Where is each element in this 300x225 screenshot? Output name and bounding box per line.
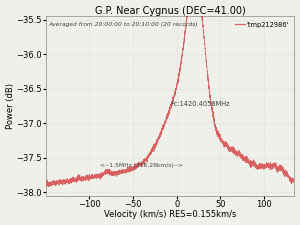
Y-axis label: Power (dB): Power (dB) xyxy=(6,83,15,129)
Legend: 'tmp212986': 'tmp212986' xyxy=(233,20,291,30)
X-axis label: Velocity (km/s) RES=0.155km/s: Velocity (km/s) RES=0.155km/s xyxy=(104,210,236,219)
Text: Averaged from 20:00:00 to 20:10:00 (20 records): Averaged from 20:00:00 to 20:10:00 (20 r… xyxy=(48,22,198,27)
Text: <--1.5MHz (316.28km/s)-->: <--1.5MHz (316.28km/s)--> xyxy=(100,163,184,168)
Title: G.P. Near Cygnus (DEC=41.00): G.P. Near Cygnus (DEC=41.00) xyxy=(95,6,245,16)
Text: Fc:1420.4058MHz: Fc:1420.4058MHz xyxy=(170,101,230,107)
